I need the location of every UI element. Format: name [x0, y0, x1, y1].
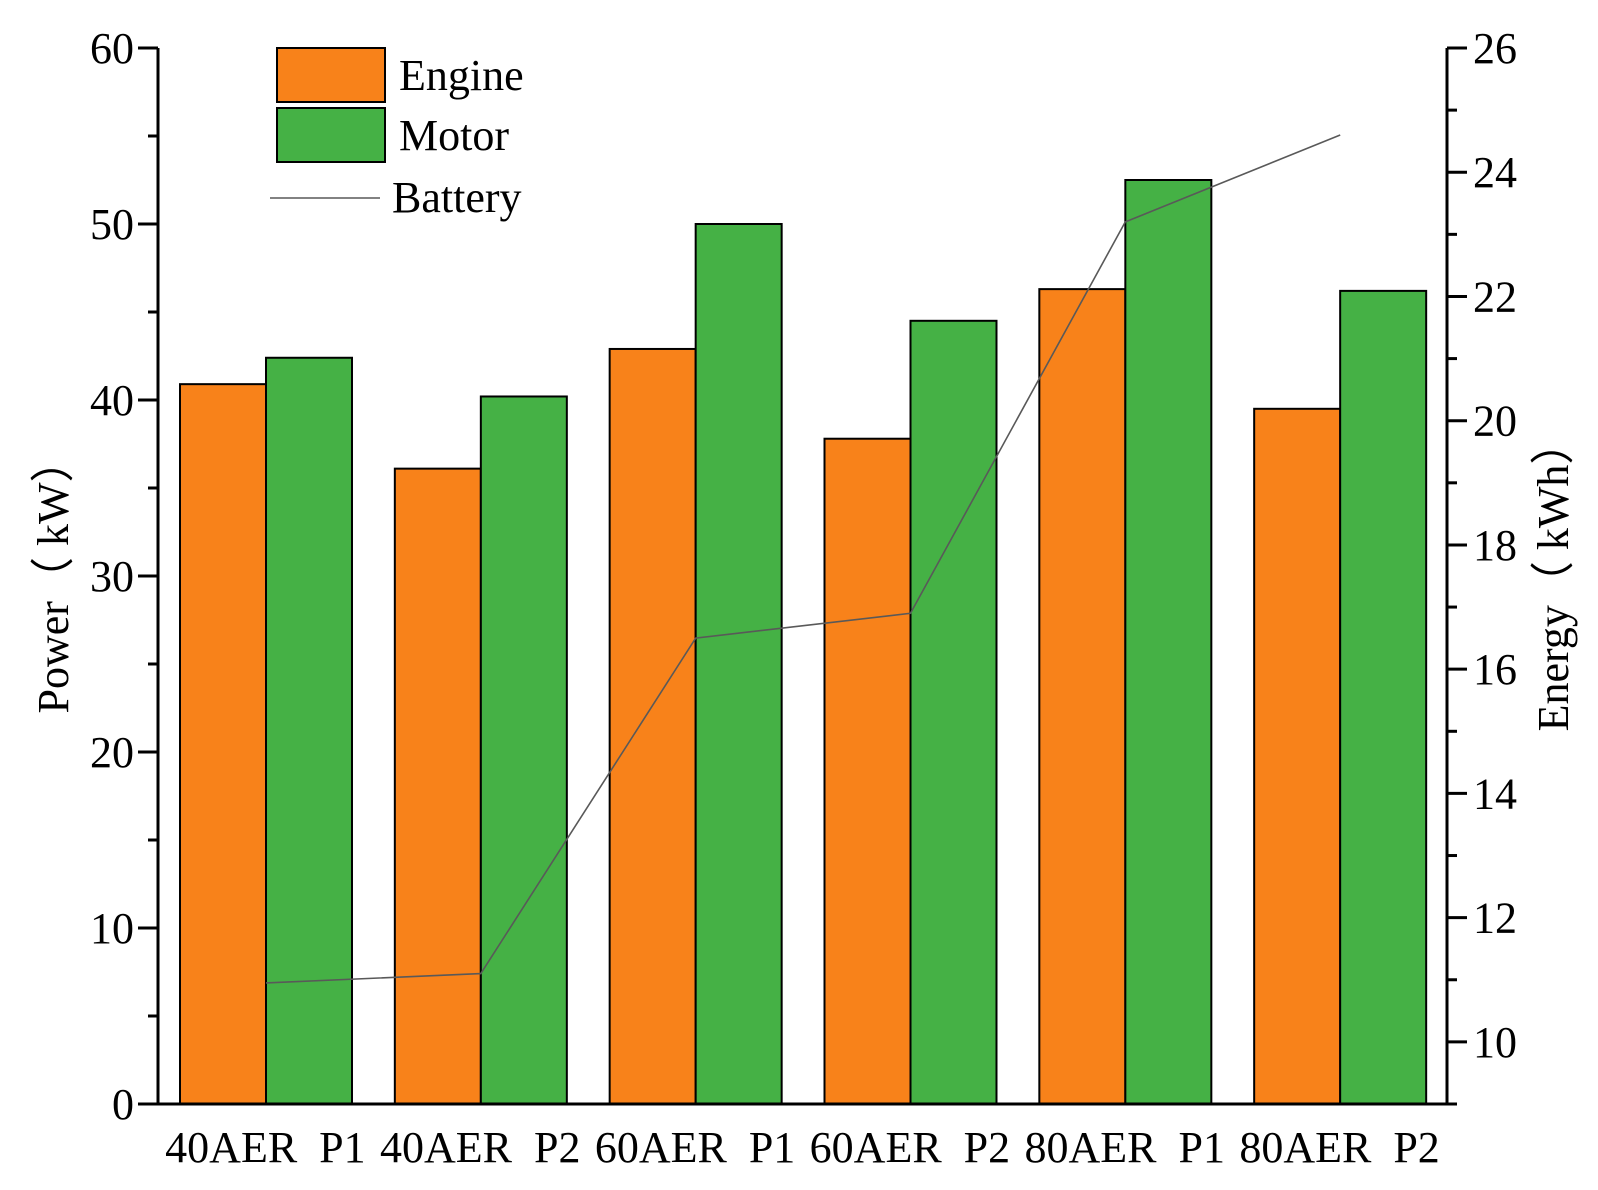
y2-tick-label-14: 14: [1473, 769, 1517, 818]
bar-motor-5: [1124, 179, 1213, 1105]
ticks-layer: 0 10 20 30 40 50 60 10 12 14 16 18 20 22 24 26 40AER P1 4…: [90, 24, 1517, 1172]
battery-line-layer: [265, 134, 1341, 984]
y-tick-label-30: 30: [90, 552, 134, 601]
legend: Engine Motor Battery: [270, 47, 524, 222]
y-tick-label-50: 50: [90, 200, 134, 249]
battery-line: [265, 134, 1341, 984]
y-tick-label-10: 10: [90, 904, 134, 953]
x-tick-label-3: 60AER P1: [595, 1123, 795, 1172]
y2-tick-label-26: 26: [1473, 24, 1517, 73]
x-tick-label-6: 80AER P2: [1239, 1123, 1439, 1172]
bar-engine-4: [823, 437, 912, 1106]
y2-tick-label-12: 12: [1473, 894, 1517, 943]
legend-label-engine: Engine: [399, 51, 524, 100]
bar-motor-1: [265, 356, 353, 1105]
x-tick-label-5: 80AER P1: [1025, 1123, 1225, 1172]
bar-motor-2: [479, 395, 568, 1106]
y2-tick-label-20: 20: [1473, 397, 1517, 446]
y2-tick-label-24: 24: [1473, 148, 1517, 197]
y2-tick-label-22: 22: [1473, 272, 1517, 321]
legend-label-motor: Motor: [399, 111, 509, 160]
bar-motor-4: [909, 319, 998, 1105]
legend-label-battery: Battery: [392, 173, 522, 222]
bars-layer: [179, 179, 1428, 1106]
x-tick-label-1: 40AER P1: [165, 1123, 365, 1172]
y-axis-title: Power（ kW）: [29, 439, 78, 714]
y-tick-label-40: 40: [90, 376, 134, 425]
y-tick-label-20: 20: [90, 728, 134, 777]
bar-engine-6: [1253, 407, 1342, 1105]
bar-motor-6: [1339, 289, 1428, 1105]
bar-engine-2: [393, 467, 482, 1105]
bar-motor-3: [694, 223, 783, 1105]
y2-tick-label-16: 16: [1473, 645, 1517, 694]
legend-swatch-engine: [276, 47, 386, 103]
x-tick-label-2: 40AER P2: [380, 1123, 580, 1172]
bar-engine-5: [1038, 288, 1127, 1105]
bar-engine-1: [179, 383, 267, 1106]
y-tick-label-60: 60: [90, 24, 134, 73]
y2-tick-label-10: 10: [1473, 1018, 1517, 1067]
y2-axis-title: Energy（ kWh）: [1529, 421, 1578, 732]
legend-swatch-motor: [276, 107, 386, 163]
y2-tick-label-18: 18: [1473, 521, 1517, 570]
x-tick-label-4: 60AER P2: [810, 1123, 1010, 1172]
y-tick-label-0: 0: [112, 1080, 134, 1129]
bar-engine-3: [608, 347, 697, 1105]
